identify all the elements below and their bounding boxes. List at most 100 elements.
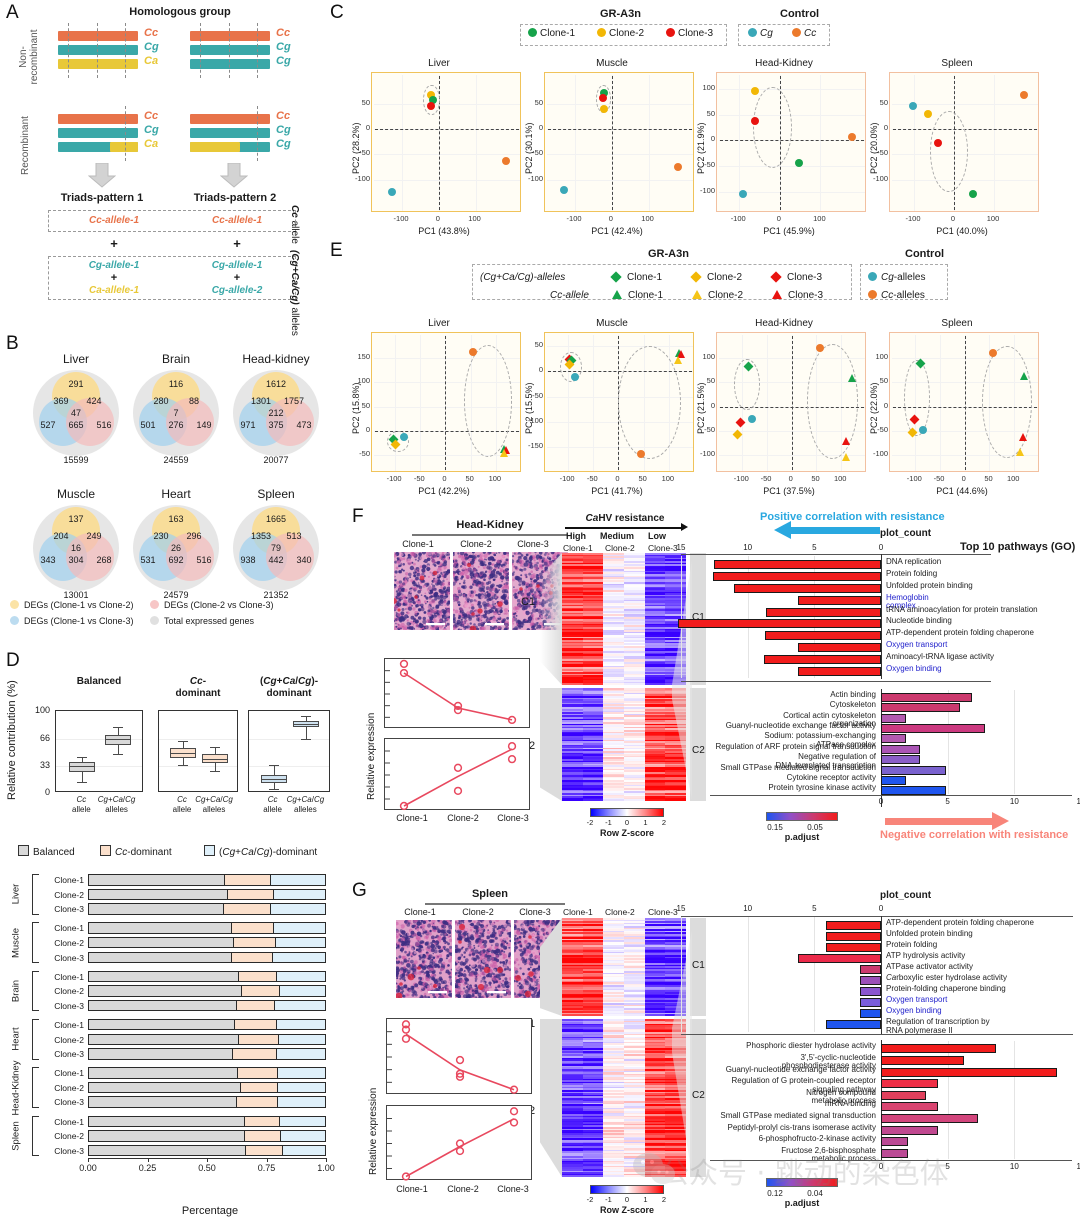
- heatmap-cell: [665, 1164, 686, 1167]
- heatmap-row: [562, 630, 686, 633]
- g-axis-tick-bottom: 15: [1076, 1162, 1080, 1171]
- heatmap-cell: [665, 1144, 686, 1147]
- heatmap-cell: [665, 586, 686, 589]
- heatmap-cell: [562, 644, 583, 647]
- pathway-label: Protein-folding chaperone binding: [886, 984, 1006, 993]
- panel-a-letter: A: [6, 2, 19, 23]
- heatmap-cell: [603, 672, 625, 675]
- heatmap-cell: [582, 927, 604, 930]
- stacked-bar-segment: [244, 1131, 281, 1141]
- heatmap-cell: [562, 598, 583, 601]
- heatmap-cell: [562, 736, 583, 739]
- heatmap-cell: [562, 556, 583, 559]
- heatmap-cell: [624, 641, 645, 644]
- pca-xlabel: PC1 (41.7%): [591, 486, 643, 496]
- heatmap-cell: [644, 726, 666, 729]
- heatmap-cell: [603, 654, 625, 657]
- heatmap-cell: [644, 956, 666, 959]
- heatmap-cell: [624, 1094, 645, 1097]
- heatmap-cell: [582, 681, 604, 684]
- heatmap-cell: [562, 580, 583, 583]
- heatmap-cell: [644, 1048, 666, 1051]
- heatmap-cell: [582, 620, 604, 623]
- heatmap-cell: [644, 680, 666, 683]
- heatmap-cell: [624, 705, 645, 708]
- heatmap-cell: [644, 675, 666, 678]
- heatmap-cell: [644, 773, 666, 776]
- heatmap-cell: [665, 993, 686, 996]
- g-axis-tick-top: 0: [878, 904, 884, 913]
- heatmap-cell: [603, 946, 625, 950]
- heatmap-cell: [644, 620, 666, 623]
- heatmap-cell: [562, 691, 583, 694]
- heatmap-cell: [644, 718, 666, 721]
- heatmap-cell: [665, 937, 686, 940]
- stacked-bar-segment: [234, 1019, 277, 1030]
- heatmap-cell: [665, 1149, 686, 1152]
- heatmap-row: [562, 734, 686, 738]
- heatmap-cell: [562, 702, 583, 705]
- heatmap-cell: [603, 1038, 625, 1041]
- heatmap-row: [562, 726, 686, 729]
- heatmap-cell: [624, 1128, 645, 1131]
- pca-gridline-x: [914, 75, 915, 211]
- heatmap-cell: [665, 765, 686, 768]
- heatmap-cell: [644, 749, 666, 752]
- heatmap-cell: [665, 794, 686, 797]
- heatmap-cell: [562, 1118, 583, 1122]
- heatmap-cell: [582, 628, 604, 631]
- heatmap-cell: [665, 1114, 686, 1117]
- heatmap-cell: [624, 673, 645, 676]
- heatmap-cell: [665, 750, 686, 754]
- heatmap-cell: [582, 1098, 604, 1101]
- f-c2-axis: [881, 689, 882, 807]
- heatmap-cell: [644, 1123, 666, 1126]
- heatmap-cell: [562, 1170, 583, 1173]
- heatmap-cell: [624, 786, 645, 789]
- heatmap-cell: [644, 741, 666, 744]
- heatmap-cell: [665, 559, 686, 562]
- heatmap-cell: [665, 556, 686, 559]
- panel-d-ytick: 0: [44, 787, 50, 797]
- heatmap-cell: [582, 1162, 604, 1165]
- heatmap-row: [562, 1083, 686, 1086]
- heatmap-cell: [582, 678, 604, 681]
- heatmap-cell: [562, 951, 583, 954]
- heatmap-cell: [562, 1068, 583, 1072]
- heatmap-cell: [582, 712, 604, 715]
- heatmap-cell: [665, 1136, 686, 1139]
- heatmap-cell: [582, 995, 604, 998]
- heatmap-cell: [624, 591, 645, 594]
- heatmap-cell: [562, 1025, 583, 1028]
- heatmap-cell: [562, 754, 583, 757]
- heatmap-cell: [582, 1141, 604, 1144]
- heatmap-cell: [562, 765, 583, 768]
- pca-frame: [544, 332, 694, 472]
- heatmap-cell: [582, 590, 604, 593]
- heatmap-cell: [644, 564, 666, 567]
- heatmap-cell: [665, 991, 686, 995]
- pca-gridline-y: [374, 103, 520, 105]
- allele-label-cg-2b: Cg: [276, 55, 291, 67]
- heatmap-cell: [644, 1130, 666, 1133]
- heatmap-cell: [603, 702, 625, 705]
- heatmap-cell: [665, 657, 686, 660]
- heatmap-cell: [603, 996, 625, 999]
- heatmap-cell: [624, 667, 645, 670]
- heatmap-cell: [644, 570, 666, 573]
- heatmap-cell: [624, 694, 645, 697]
- heatmap-cell: [665, 561, 686, 564]
- heatmap-cell: [562, 619, 583, 622]
- pca-cluster-ellipse: [464, 344, 513, 457]
- watermark: 公众号 · 跳动的染色体: [633, 1150, 949, 1192]
- heatmap-row: [562, 733, 686, 736]
- heatmap-cell: [665, 759, 686, 762]
- heatmap-cell: [582, 1138, 604, 1141]
- pca-xlabel: PC1 (42.2%): [418, 486, 470, 496]
- heatmap-cell: [582, 580, 604, 583]
- heatmap-cell: [624, 633, 645, 636]
- heatmap-cell: [603, 736, 625, 739]
- heatmap-cell: [624, 951, 645, 954]
- stacked-bar-row: [88, 903, 326, 915]
- heatmap-cell: [562, 977, 583, 980]
